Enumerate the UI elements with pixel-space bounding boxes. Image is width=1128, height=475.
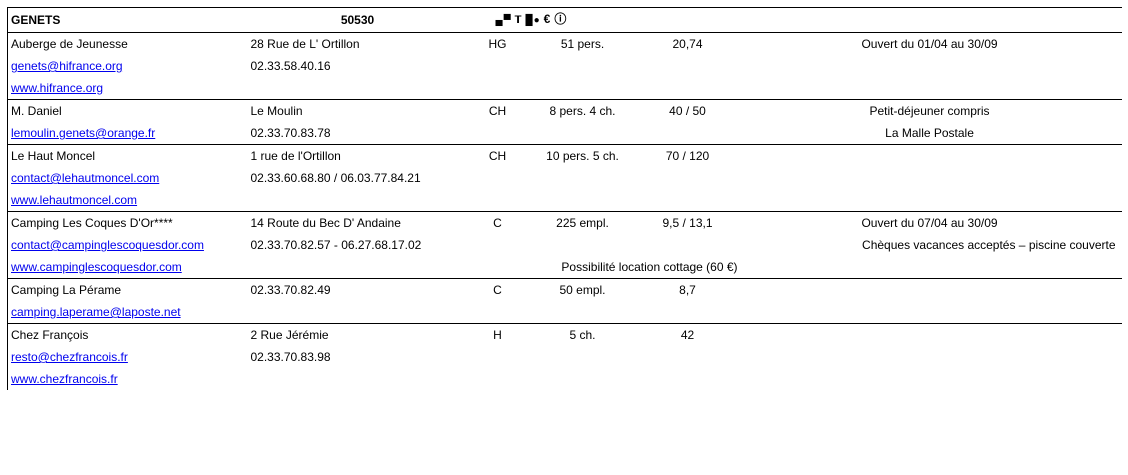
- cocktail-icon: 𝗧: [514, 15, 523, 26]
- restaurant-icon: █●: [525, 15, 541, 26]
- entry-row: lemoulin.genets@orange.fr 02.33.70.83.78…: [7, 122, 1122, 145]
- entry-phone: 02.33.58.40.16: [250, 59, 331, 73]
- entry-name: M. Daniel: [7, 99, 248, 122]
- entry-row: Camping La Pérame 02.33.70.82.49 C 50 em…: [7, 278, 1122, 301]
- header-row: GENETS 50530 ▄▀ 𝗧 █● € ⓘ: [7, 7, 1122, 33]
- entry-type: HG: [488, 37, 507, 51]
- entry-address: Le Moulin: [250, 104, 303, 118]
- entry-note: Ouvert du 01/04 au 30/09: [861, 37, 998, 51]
- entry-type: C: [493, 283, 502, 297]
- entry-row: www.campinglescoquesdor.com Possibilité …: [7, 256, 1122, 279]
- entry-row: contact@campinglescoquesdor.com 02.33.70…: [7, 234, 1122, 256]
- entry-capacity: 51 pers.: [560, 37, 605, 51]
- email-link[interactable]: lemoulin.genets@orange.fr: [11, 126, 156, 140]
- entry-address: 1 rue de l'Ortillon: [250, 149, 341, 163]
- entry-row: Auberge de Jeunesse 28 Rue de L' Ortillo…: [7, 32, 1122, 55]
- entry-type: C: [493, 216, 502, 230]
- entry-type: CH: [488, 104, 507, 118]
- email-link[interactable]: genets@hifrance.org: [11, 59, 123, 73]
- entry-type: CH: [488, 149, 507, 163]
- entry-row: M. Daniel Le Moulin CH 8 pers. 4 ch. 40 …: [7, 99, 1122, 122]
- website-link[interactable]: www.campinglescoquesdor.com: [11, 260, 182, 274]
- entry-name: Chez François: [7, 323, 248, 346]
- entry-note-2: Chèques vacances acceptés – piscine couv…: [862, 238, 1116, 252]
- entry-address: 14 Route du Bec D' Andaine: [250, 216, 401, 230]
- entry-price: 70 / 120: [665, 149, 710, 163]
- email-link[interactable]: contact@lehautmoncel.com: [11, 171, 160, 185]
- entry-capacity: 8 pers. 4 ch.: [549, 104, 616, 118]
- entry-name: Auberge de Jeunesse: [7, 32, 248, 55]
- entry-row: contact@lehautmoncel.com 02.33.60.68.80 …: [7, 167, 1122, 189]
- entry-address: 02.33.70.82.49: [250, 283, 331, 297]
- entry-name: Camping La Pérame: [7, 278, 248, 301]
- entry-price: 42: [680, 328, 695, 342]
- entry-phone: 02.33.70.83.98: [250, 350, 331, 364]
- header-empty: [737, 7, 1122, 33]
- entry-name: Le Haut Moncel: [7, 144, 248, 167]
- entry-note-2: La Malle Postale: [737, 122, 1122, 145]
- entry-row: Chez François 2 Rue Jérémie H 5 ch. 42: [7, 323, 1122, 346]
- postcode: 50530: [247, 7, 468, 33]
- listing-page: GENETS 50530 ▄▀ 𝗧 █● € ⓘ Auberge de Jeunesse…: [7, 7, 1122, 473]
- entry-capacity: 225 empl.: [556, 216, 609, 230]
- entry-capacity: 5 ch.: [569, 328, 596, 342]
- email-link[interactable]: camping.laperame@laposte.net: [11, 305, 181, 319]
- legend-icons: ▄▀ 𝗧 █● € ⓘ: [467, 7, 738, 33]
- entry-row: resto@chezfrancois.fr 02.33.70.83.98: [7, 346, 1122, 368]
- euro-icon: €: [543, 12, 552, 26]
- entry-phone: 02.33.70.83.78: [247, 122, 468, 145]
- entry-price: 20,74: [672, 37, 703, 51]
- entry-note: Ouvert du 07/04 au 30/09: [861, 216, 998, 230]
- info-icon: ⓘ: [554, 12, 568, 26]
- entry-price: 40 / 50: [669, 104, 706, 118]
- entry-capacity: 50 empl.: [559, 283, 606, 297]
- website-link[interactable]: www.chezfrancois.fr: [11, 372, 118, 386]
- entry-name: Camping Les Coques D'Or****: [7, 211, 248, 234]
- entry-row: www.hifrance.org: [7, 77, 1122, 100]
- entry-price: 9,5 / 13,1: [662, 216, 713, 230]
- entry-type: H: [493, 328, 502, 342]
- entry-capacity: 10 pers. 5 ch.: [546, 149, 619, 163]
- entry-phone: 02.33.60.68.80 / 06.03.77.84.21: [250, 171, 421, 185]
- entry-note: Petit-déjeuner compris: [869, 104, 990, 118]
- entry-row: www.chezfrancois.fr: [7, 368, 1122, 390]
- entry-row: www.lehautmoncel.com: [7, 189, 1122, 212]
- entry-phone: 02.33.70.82.57 - 06.27.68.17.02: [250, 238, 422, 252]
- email-link[interactable]: contact@campinglescoquesdor.com: [11, 238, 204, 252]
- town-name: GENETS: [7, 7, 248, 33]
- entry-address: 2 Rue Jérémie: [250, 328, 329, 342]
- entry-row: camping.laperame@laposte.net: [7, 301, 1122, 324]
- website-link[interactable]: www.hifrance.org: [11, 81, 104, 95]
- website-link[interactable]: www.lehautmoncel.com: [11, 193, 138, 207]
- accommodation-table: GENETS 50530 ▄▀ 𝗧 █● € ⓘ Auberge de Jeunesse…: [7, 7, 1122, 390]
- entry-note-3: Possibilité location cottage (60 €): [247, 256, 738, 279]
- hotel-bed-icon: ▄▀: [495, 15, 512, 26]
- email-link[interactable]: resto@chezfrancois.fr: [11, 350, 128, 364]
- entry-address: 28 Rue de L' Ortillon: [250, 37, 360, 51]
- entry-row: Camping Les Coques D'Or**** 14 Route du …: [7, 211, 1122, 234]
- entry-price: 8,7: [679, 283, 696, 297]
- entry-row: genets@hifrance.org 02.33.58.40.16: [7, 55, 1122, 77]
- entry-row: Le Haut Moncel 1 rue de l'Ortillon CH 10…: [7, 144, 1122, 167]
